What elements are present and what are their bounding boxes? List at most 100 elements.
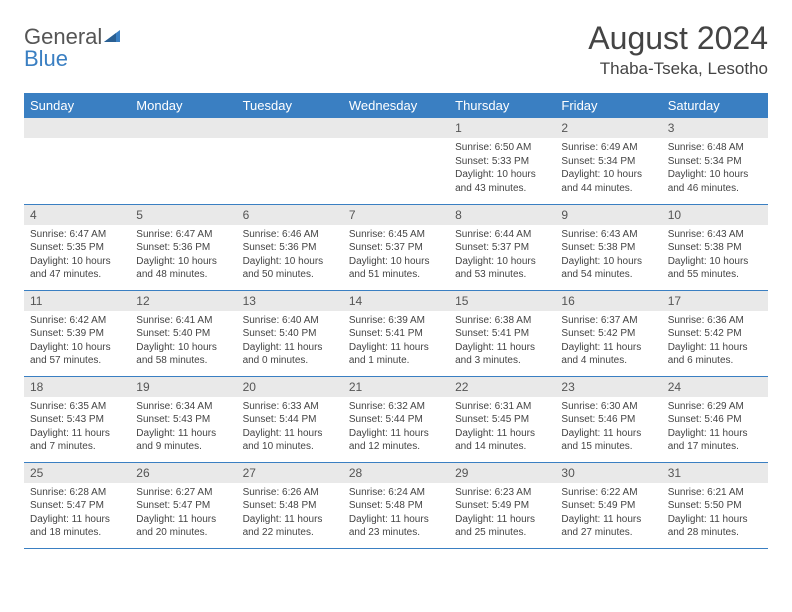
daylight-line: Daylight: 10 hours and 50 minutes. [243,255,337,282]
day-details: Sunrise: 6:28 AMSunset: 5:47 PMDaylight:… [24,483,130,545]
sunset-line: Sunset: 5:37 PM [349,241,443,255]
daylight-line: Daylight: 11 hours and 1 minute. [349,341,443,368]
calendar-day-cell [237,118,343,204]
calendar-day-cell: 2Sunrise: 6:49 AMSunset: 5:34 PMDaylight… [555,118,661,204]
day-number: 31 [662,463,768,483]
calendar-day-cell: 24Sunrise: 6:29 AMSunset: 5:46 PMDayligh… [662,376,768,462]
sunrise-line: Sunrise: 6:47 AM [136,228,230,242]
sunset-line: Sunset: 5:41 PM [455,327,549,341]
page-header: GeneralBlue August 2024 Thaba-Tseka, Les… [24,20,768,79]
brand-logo: GeneralBlue [24,20,122,70]
calendar-day-cell: 13Sunrise: 6:40 AMSunset: 5:40 PMDayligh… [237,290,343,376]
day-header: Sunday [24,93,130,118]
day-number: 19 [130,377,236,397]
calendar-day-cell: 17Sunrise: 6:36 AMSunset: 5:42 PMDayligh… [662,290,768,376]
day-details: Sunrise: 6:21 AMSunset: 5:50 PMDaylight:… [662,483,768,545]
day-details: Sunrise: 6:47 AMSunset: 5:35 PMDaylight:… [24,225,130,287]
day-header: Monday [130,93,236,118]
day-details: Sunrise: 6:39 AMSunset: 5:41 PMDaylight:… [343,311,449,373]
sunset-line: Sunset: 5:45 PM [455,413,549,427]
day-number: 6 [237,205,343,225]
day-header: Thursday [449,93,555,118]
sunrise-line: Sunrise: 6:44 AM [455,228,549,242]
calendar-day-cell: 26Sunrise: 6:27 AMSunset: 5:47 PMDayligh… [130,462,236,548]
calendar-day-cell: 1Sunrise: 6:50 AMSunset: 5:33 PMDaylight… [449,118,555,204]
daylight-line: Daylight: 11 hours and 4 minutes. [561,341,655,368]
calendar-week-row: 1Sunrise: 6:50 AMSunset: 5:33 PMDaylight… [24,118,768,204]
sunset-line: Sunset: 5:46 PM [668,413,762,427]
sunset-line: Sunset: 5:48 PM [349,499,443,513]
day-number: 27 [237,463,343,483]
sunset-line: Sunset: 5:40 PM [136,327,230,341]
sunrise-line: Sunrise: 6:41 AM [136,314,230,328]
sunset-line: Sunset: 5:44 PM [243,413,337,427]
day-number: 9 [555,205,661,225]
sunrise-line: Sunrise: 6:30 AM [561,400,655,414]
calendar-week-row: 4Sunrise: 6:47 AMSunset: 5:35 PMDaylight… [24,204,768,290]
calendar-day-cell: 16Sunrise: 6:37 AMSunset: 5:42 PMDayligh… [555,290,661,376]
sunset-line: Sunset: 5:43 PM [136,413,230,427]
calendar-day-cell: 7Sunrise: 6:45 AMSunset: 5:37 PMDaylight… [343,204,449,290]
daylight-line: Daylight: 11 hours and 14 minutes. [455,427,549,454]
calendar-day-cell: 20Sunrise: 6:33 AMSunset: 5:44 PMDayligh… [237,376,343,462]
day-number: 1 [449,118,555,138]
month-title: August 2024 [588,20,768,57]
calendar-day-cell: 14Sunrise: 6:39 AMSunset: 5:41 PMDayligh… [343,290,449,376]
day-header: Wednesday [343,93,449,118]
calendar-day-cell: 4Sunrise: 6:47 AMSunset: 5:35 PMDaylight… [24,204,130,290]
sunrise-line: Sunrise: 6:39 AM [349,314,443,328]
day-details: Sunrise: 6:36 AMSunset: 5:42 PMDaylight:… [662,311,768,373]
day-number: 17 [662,291,768,311]
day-details: Sunrise: 6:33 AMSunset: 5:44 PMDaylight:… [237,397,343,459]
day-details: Sunrise: 6:26 AMSunset: 5:48 PMDaylight:… [237,483,343,545]
calendar-day-cell: 9Sunrise: 6:43 AMSunset: 5:38 PMDaylight… [555,204,661,290]
daylight-line: Daylight: 10 hours and 51 minutes. [349,255,443,282]
sunset-line: Sunset: 5:42 PM [561,327,655,341]
calendar-day-cell: 23Sunrise: 6:30 AMSunset: 5:46 PMDayligh… [555,376,661,462]
sunrise-line: Sunrise: 6:32 AM [349,400,443,414]
day-details: Sunrise: 6:44 AMSunset: 5:37 PMDaylight:… [449,225,555,287]
sunset-line: Sunset: 5:50 PM [668,499,762,513]
day-number: 8 [449,205,555,225]
sunrise-line: Sunrise: 6:49 AM [561,141,655,155]
sunrise-line: Sunrise: 6:50 AM [455,141,549,155]
sunset-line: Sunset: 5:35 PM [30,241,124,255]
day-number: 22 [449,377,555,397]
day-number: 25 [24,463,130,483]
sunrise-line: Sunrise: 6:42 AM [30,314,124,328]
calendar-day-cell: 19Sunrise: 6:34 AMSunset: 5:43 PMDayligh… [130,376,236,462]
day-number: 28 [343,463,449,483]
sunset-line: Sunset: 5:46 PM [561,413,655,427]
day-details: Sunrise: 6:45 AMSunset: 5:37 PMDaylight:… [343,225,449,287]
day-number: 24 [662,377,768,397]
sunset-line: Sunset: 5:36 PM [243,241,337,255]
calendar-week-row: 18Sunrise: 6:35 AMSunset: 5:43 PMDayligh… [24,376,768,462]
calendar-header-row: SundayMondayTuesdayWednesdayThursdayFrid… [24,93,768,118]
day-number: 11 [24,291,130,311]
day-details: Sunrise: 6:35 AMSunset: 5:43 PMDaylight:… [24,397,130,459]
sunrise-line: Sunrise: 6:40 AM [243,314,337,328]
calendar-day-cell: 15Sunrise: 6:38 AMSunset: 5:41 PMDayligh… [449,290,555,376]
sunset-line: Sunset: 5:38 PM [668,241,762,255]
daylight-line: Daylight: 11 hours and 20 minutes. [136,513,230,540]
day-details: Sunrise: 6:42 AMSunset: 5:39 PMDaylight:… [24,311,130,373]
day-number: 13 [237,291,343,311]
daylight-line: Daylight: 11 hours and 7 minutes. [30,427,124,454]
calendar-table: SundayMondayTuesdayWednesdayThursdayFrid… [24,93,768,549]
calendar-day-cell: 25Sunrise: 6:28 AMSunset: 5:47 PMDayligh… [24,462,130,548]
sunset-line: Sunset: 5:34 PM [561,155,655,169]
day-number: 26 [130,463,236,483]
day-number: 23 [555,377,661,397]
sunrise-line: Sunrise: 6:43 AM [668,228,762,242]
calendar-day-cell: 29Sunrise: 6:23 AMSunset: 5:49 PMDayligh… [449,462,555,548]
sunrise-line: Sunrise: 6:21 AM [668,486,762,500]
day-details: Sunrise: 6:50 AMSunset: 5:33 PMDaylight:… [449,138,555,200]
daylight-line: Daylight: 11 hours and 18 minutes. [30,513,124,540]
day-details: Sunrise: 6:38 AMSunset: 5:41 PMDaylight:… [449,311,555,373]
location-label: Thaba-Tseka, Lesotho [588,59,768,79]
daylight-line: Daylight: 11 hours and 23 minutes. [349,513,443,540]
day-header: Saturday [662,93,768,118]
day-number: 3 [662,118,768,138]
day-details: Sunrise: 6:41 AMSunset: 5:40 PMDaylight:… [130,311,236,373]
sunset-line: Sunset: 5:47 PM [30,499,124,513]
